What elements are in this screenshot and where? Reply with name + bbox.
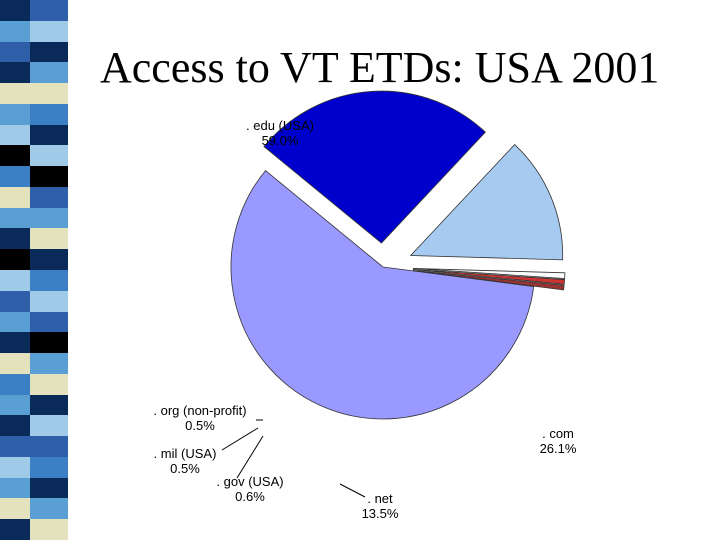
stripe-block <box>0 62 30 84</box>
slice-value-label: 13.5% <box>362 506 399 521</box>
stripe-block <box>0 83 30 105</box>
stripe-block <box>30 166 68 188</box>
pie-slice <box>409 144 564 261</box>
stripe-block <box>30 270 68 292</box>
slice-label: . com <box>542 426 574 441</box>
stripe-block <box>0 353 30 375</box>
stripe-block <box>0 477 30 499</box>
stripe-block <box>30 436 68 458</box>
slice-value-label: 26.1% <box>540 441 577 456</box>
slice-value-label: 0.5% <box>185 418 215 433</box>
slice-label: . net <box>367 491 393 506</box>
stripe-block <box>0 436 30 458</box>
slice-value-label: 0.6% <box>235 489 265 504</box>
pie-slice <box>412 268 566 279</box>
stripe-column-left <box>0 0 30 540</box>
stripe-block <box>30 228 68 250</box>
stripe-block <box>0 311 30 333</box>
stripe-block <box>0 124 30 146</box>
slice-value-label: 59.0% <box>262 133 299 148</box>
stripe-block <box>30 41 68 63</box>
stripe-block <box>30 477 68 499</box>
stripe-block <box>30 456 68 479</box>
stripe-block <box>30 519 68 540</box>
leader-line <box>221 427 259 451</box>
pie-slice <box>263 90 486 244</box>
pie-slice <box>412 269 565 291</box>
stripe-block <box>30 311 68 333</box>
stripe-block <box>30 332 68 354</box>
stripe-block <box>30 83 68 105</box>
stripe-block <box>0 145 30 167</box>
stripe-block <box>30 353 68 375</box>
stripe-block <box>0 166 30 188</box>
stripe-block <box>0 415 30 437</box>
stripe-block <box>30 249 68 271</box>
stripe-block <box>0 186 30 209</box>
stripe-block <box>0 207 30 229</box>
slice-label: . gov (USA) <box>216 474 283 489</box>
stripe-block <box>30 186 68 209</box>
pie-slice <box>230 170 535 420</box>
stripe-block <box>0 41 30 63</box>
stripe-block <box>0 519 30 540</box>
pie-slice <box>412 269 565 285</box>
decorative-stripe <box>0 0 68 540</box>
stripe-block <box>0 228 30 250</box>
slice-value-label: 0.5% <box>170 461 200 476</box>
stripe-block <box>0 498 30 520</box>
leader-line <box>236 435 264 479</box>
stripe-block <box>30 415 68 437</box>
stripe-column-right <box>30 0 68 540</box>
slice-label: . org (non-profit) <box>153 403 246 418</box>
stripe-block <box>30 145 68 167</box>
stripe-block <box>30 373 68 396</box>
leader-line <box>339 483 366 498</box>
stripe-block <box>0 0 30 22</box>
stripe-block <box>0 270 30 292</box>
stripe-block <box>0 103 30 126</box>
stripe-block <box>30 20 68 43</box>
stripe-block <box>30 207 68 229</box>
stripe-block <box>0 249 30 271</box>
stripe-block <box>0 332 30 354</box>
stripe-block <box>30 394 68 416</box>
stripe-block <box>30 124 68 146</box>
stripe-block <box>30 498 68 520</box>
slide-title: Access to VT ETDs: USA 2001 <box>100 43 660 92</box>
slice-label: . edu (USA) <box>246 118 314 133</box>
stripe-block <box>30 290 68 313</box>
stripe-block <box>0 373 30 396</box>
stripe-block <box>0 456 30 479</box>
stripe-block <box>30 103 68 126</box>
stripe-block <box>0 20 30 43</box>
slice-label: . mil (USA) <box>154 446 217 461</box>
stripe-block <box>0 394 30 416</box>
stripe-block <box>0 290 30 313</box>
stripe-block <box>30 62 68 84</box>
stripe-block <box>30 0 68 22</box>
